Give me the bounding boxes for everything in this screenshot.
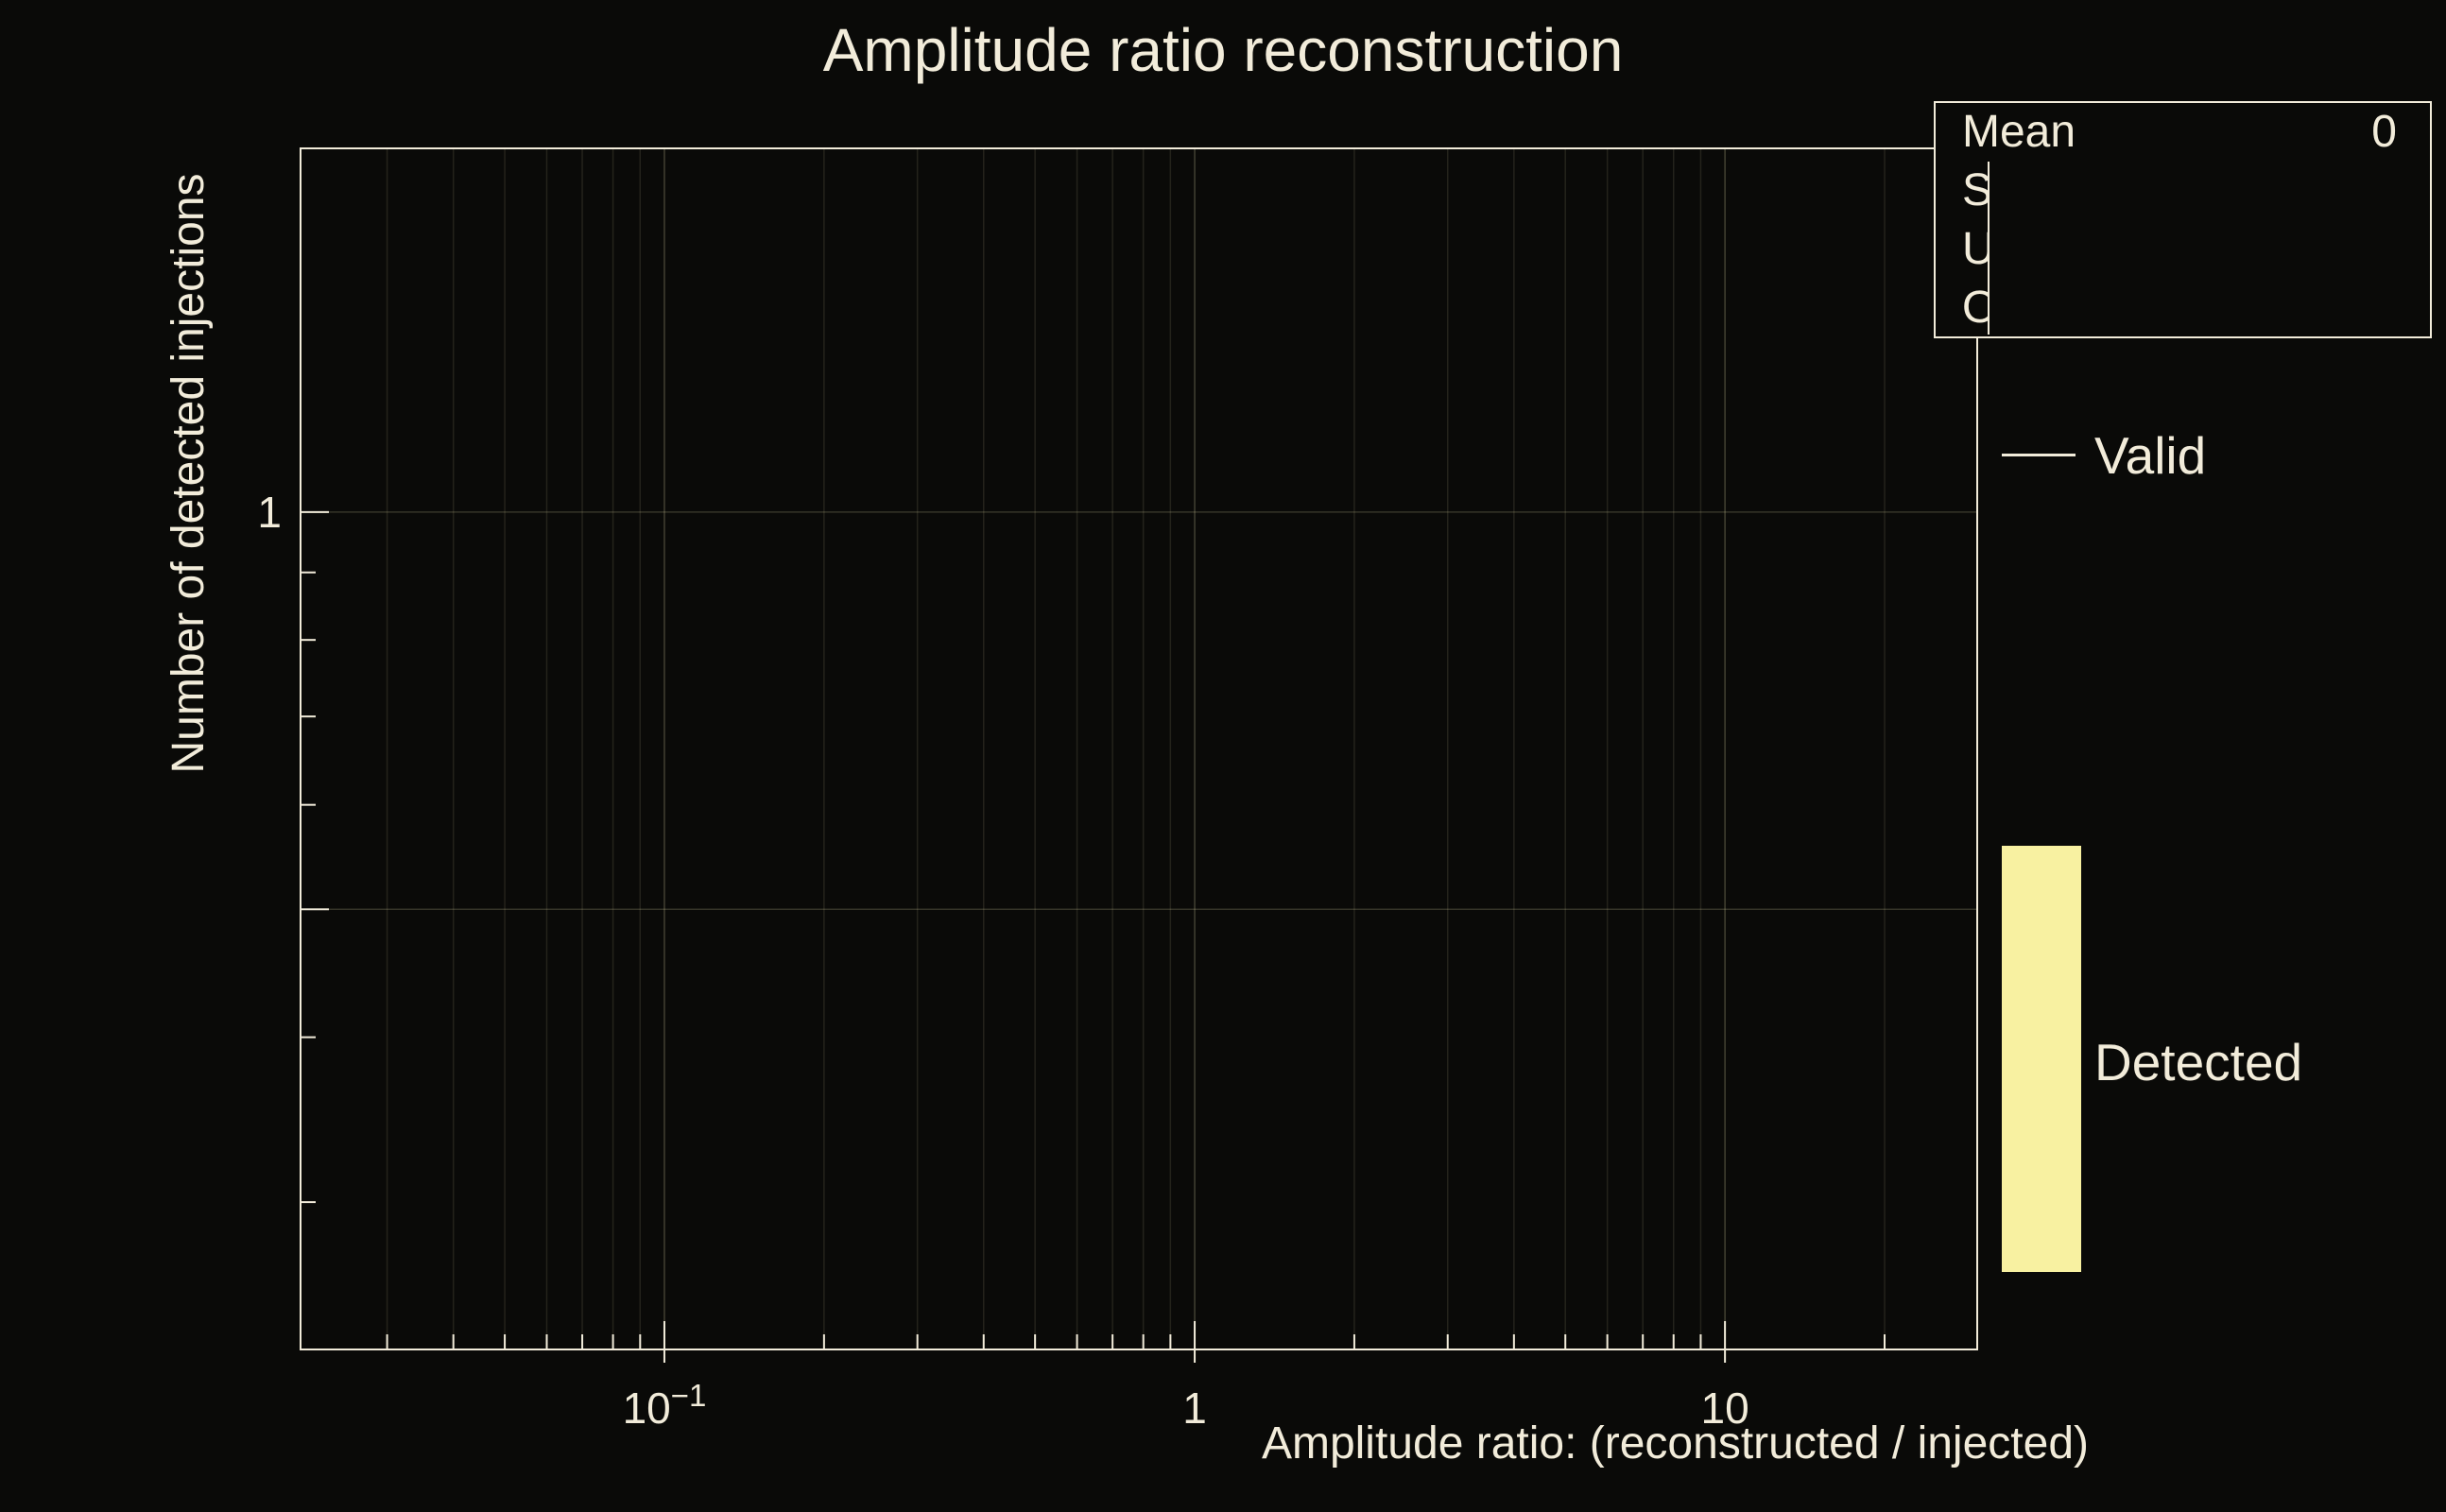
- x-axis-label: Amplitude ratio: (reconstructed / inject…: [1261, 1418, 2089, 1469]
- stats-mean-value: 0: [2371, 107, 2397, 157]
- legend-border-line: [1988, 162, 1990, 335]
- x-tick-label: 10−1: [623, 1378, 707, 1433]
- detected-fill-marker-icon: [2002, 846, 2081, 1272]
- stats-mean-label: Mean: [1962, 107, 2076, 157]
- stats-clipped-row-3: O: [1962, 283, 1988, 333]
- legend-label-detected: Detected: [2094, 1033, 2303, 1091]
- stats-clipped-row-2: U: [1962, 224, 1988, 274]
- gridlines: [301, 148, 1977, 1349]
- stats-clipped-rows: S U O: [1962, 162, 1988, 337]
- stats-row-mean: Mean 0: [1936, 103, 2430, 162]
- stats-box: Mean 0 S U O: [1934, 101, 2432, 338]
- y-tick-label: 1: [257, 488, 282, 537]
- stats-clipped-row-1: S: [1962, 165, 1988, 215]
- tick-labels: 10−1 1 10 1: [257, 488, 1748, 1433]
- tick-marks: [301, 510, 1886, 1363]
- x-tick-label: 1: [1182, 1383, 1207, 1433]
- legend-label-valid: Valid: [2094, 426, 2207, 485]
- x-tick-label: 10: [1701, 1383, 1749, 1433]
- valid-line-marker-icon: [2002, 454, 2076, 456]
- axis-frame: [300, 147, 1978, 1350]
- chart-title: Amplitude ratio reconstruction: [822, 16, 1624, 84]
